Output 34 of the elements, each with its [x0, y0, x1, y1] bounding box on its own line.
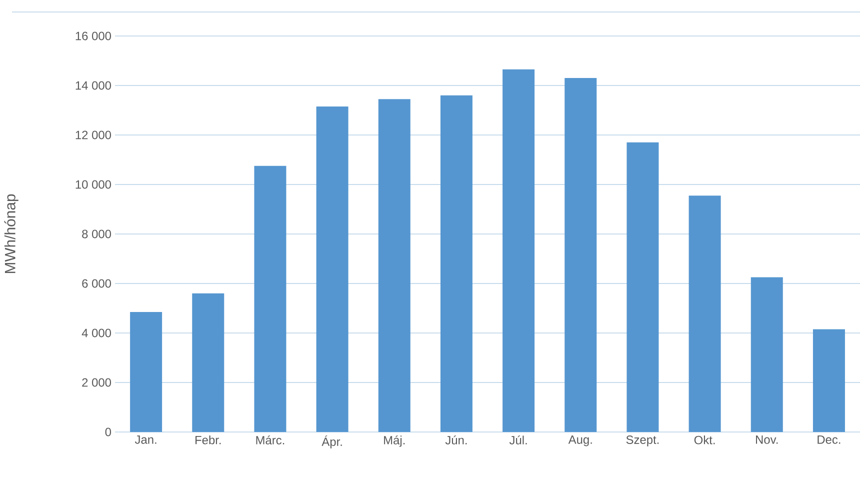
x-tick-label: Máj.: [384, 436, 405, 447]
x-tick-label: Márc.: [256, 436, 284, 444]
x-tick-label: Dec.: [818, 436, 840, 444]
x-tick-label: Júl.: [509, 436, 527, 444]
y-tick-label: 10 000: [76, 180, 112, 189]
bar: [564, 78, 597, 432]
x-tick-label: Febr.: [195, 436, 221, 444]
y-tick-label: 4 000: [82, 328, 112, 338]
y-tick-label: 2 000: [82, 378, 112, 387]
bar: [254, 166, 286, 432]
x-tick-label: Aug.: [568, 436, 592, 446]
bar: [192, 293, 224, 432]
x-tick-label: Jún.: [445, 436, 467, 444]
bar: [688, 196, 721, 432]
x-tick-label: Okt.: [694, 436, 715, 444]
y-tick-label: 6 000: [82, 279, 112, 288]
bar: [440, 95, 472, 432]
x-tick-label: Nov.: [756, 436, 778, 444]
x-tick-label: Jan.: [134, 436, 156, 444]
y-tick-label: 8 000: [82, 230, 112, 238]
y-tick-label: 16 000: [76, 32, 112, 40]
bar: [130, 312, 162, 432]
y-tick-label: 14 000: [76, 81, 112, 90]
bar: [812, 329, 845, 432]
x-tick-label: Ápr.: [322, 436, 342, 448]
y-axis-title: MWh/hónap: [4, 194, 18, 274]
x-tick-label: Szept.: [626, 436, 659, 446]
y-tick-label: 12 000: [76, 130, 112, 140]
bar: [626, 142, 659, 432]
y-tick-label: 0: [105, 428, 112, 436]
bar: [316, 106, 348, 432]
bar: [378, 99, 410, 432]
bar: [502, 69, 535, 432]
bar: [750, 277, 783, 432]
